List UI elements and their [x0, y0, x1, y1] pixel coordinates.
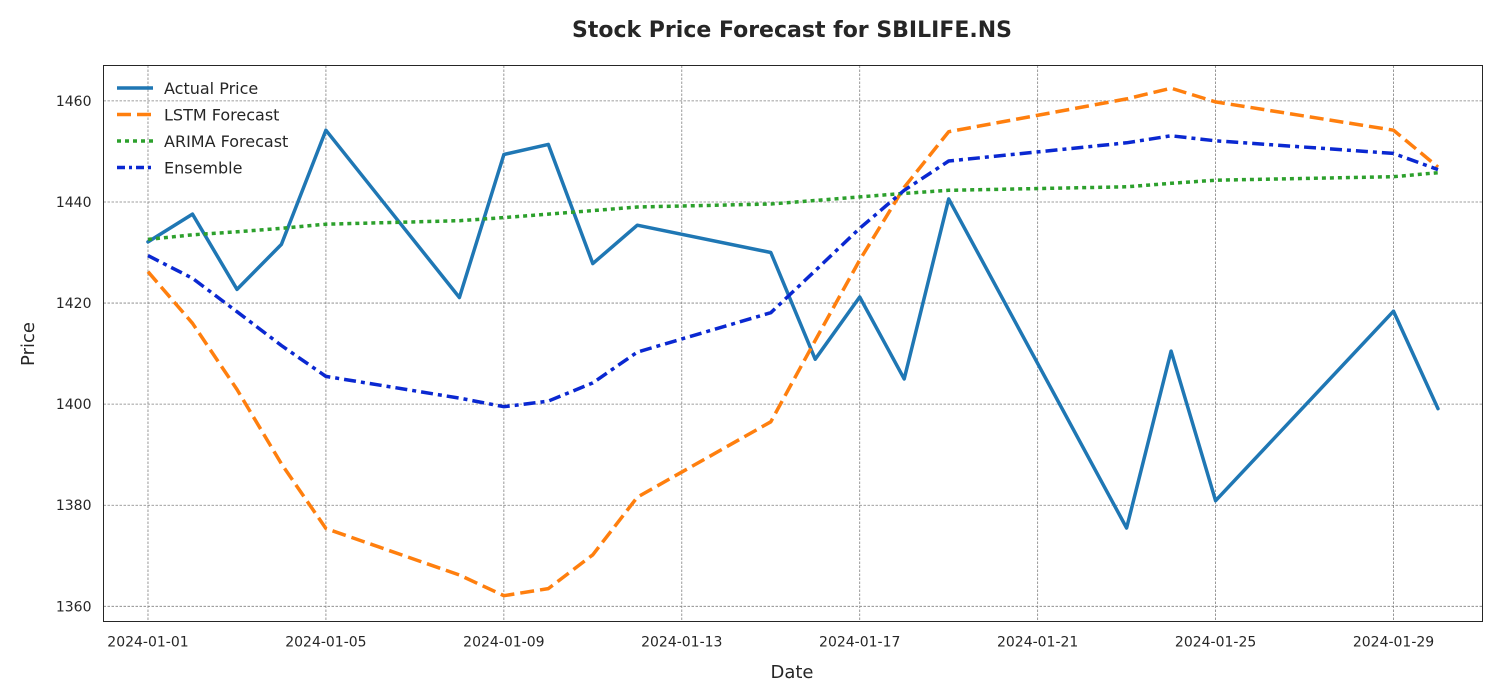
legend-label: Actual Price: [164, 79, 258, 98]
y-tick-label: 1380: [56, 498, 92, 514]
x-axis-label: Date: [770, 662, 813, 683]
x-tick-label: 2024-01-13: [641, 635, 722, 651]
y-tick-label: 1360: [56, 599, 92, 615]
series-line-arima-forecast: [147, 170, 1439, 242]
x-tick-label: 2024-01-25: [1175, 635, 1256, 651]
y-tick-label: 1420: [56, 296, 92, 312]
series-line-actual-price: [146, 128, 1440, 530]
plot-frame: [103, 65, 1483, 622]
x-tick-label: 2024-01-09: [463, 635, 544, 651]
x-tick-label: 2024-01-17: [819, 635, 900, 651]
y-tick-label: 1400: [56, 397, 92, 413]
y-tick-label: 1440: [56, 195, 92, 211]
legend-label: ARIMA Forecast: [164, 132, 288, 151]
legend-label: LSTM Forecast: [164, 106, 279, 125]
x-tick-label: 2024-01-01: [107, 635, 188, 651]
tick-layer: 1360 1380 1400 1420 1440 1460 2024-01-01 2024-0…: [56, 94, 1434, 651]
y-tick-label: 1460: [56, 94, 92, 110]
series-line-lstm-forecast: [146, 86, 1440, 598]
grid-layer: [103, 65, 1483, 622]
y-axis-label: Price: [18, 322, 39, 366]
x-tick-label: 2024-01-05: [285, 635, 366, 651]
legend: Actual Price LSTM Forecast ARIMA Forecast E…: [117, 79, 288, 178]
legend-label: Ensemble: [164, 159, 242, 178]
x-tick-label: 2024-01-21: [997, 635, 1078, 651]
chart-title: Stock Price Forecast for SBILIFE.NS: [572, 18, 1012, 43]
series-layer: [146, 86, 1440, 598]
x-tick-label: 2024-01-29: [1353, 635, 1434, 651]
